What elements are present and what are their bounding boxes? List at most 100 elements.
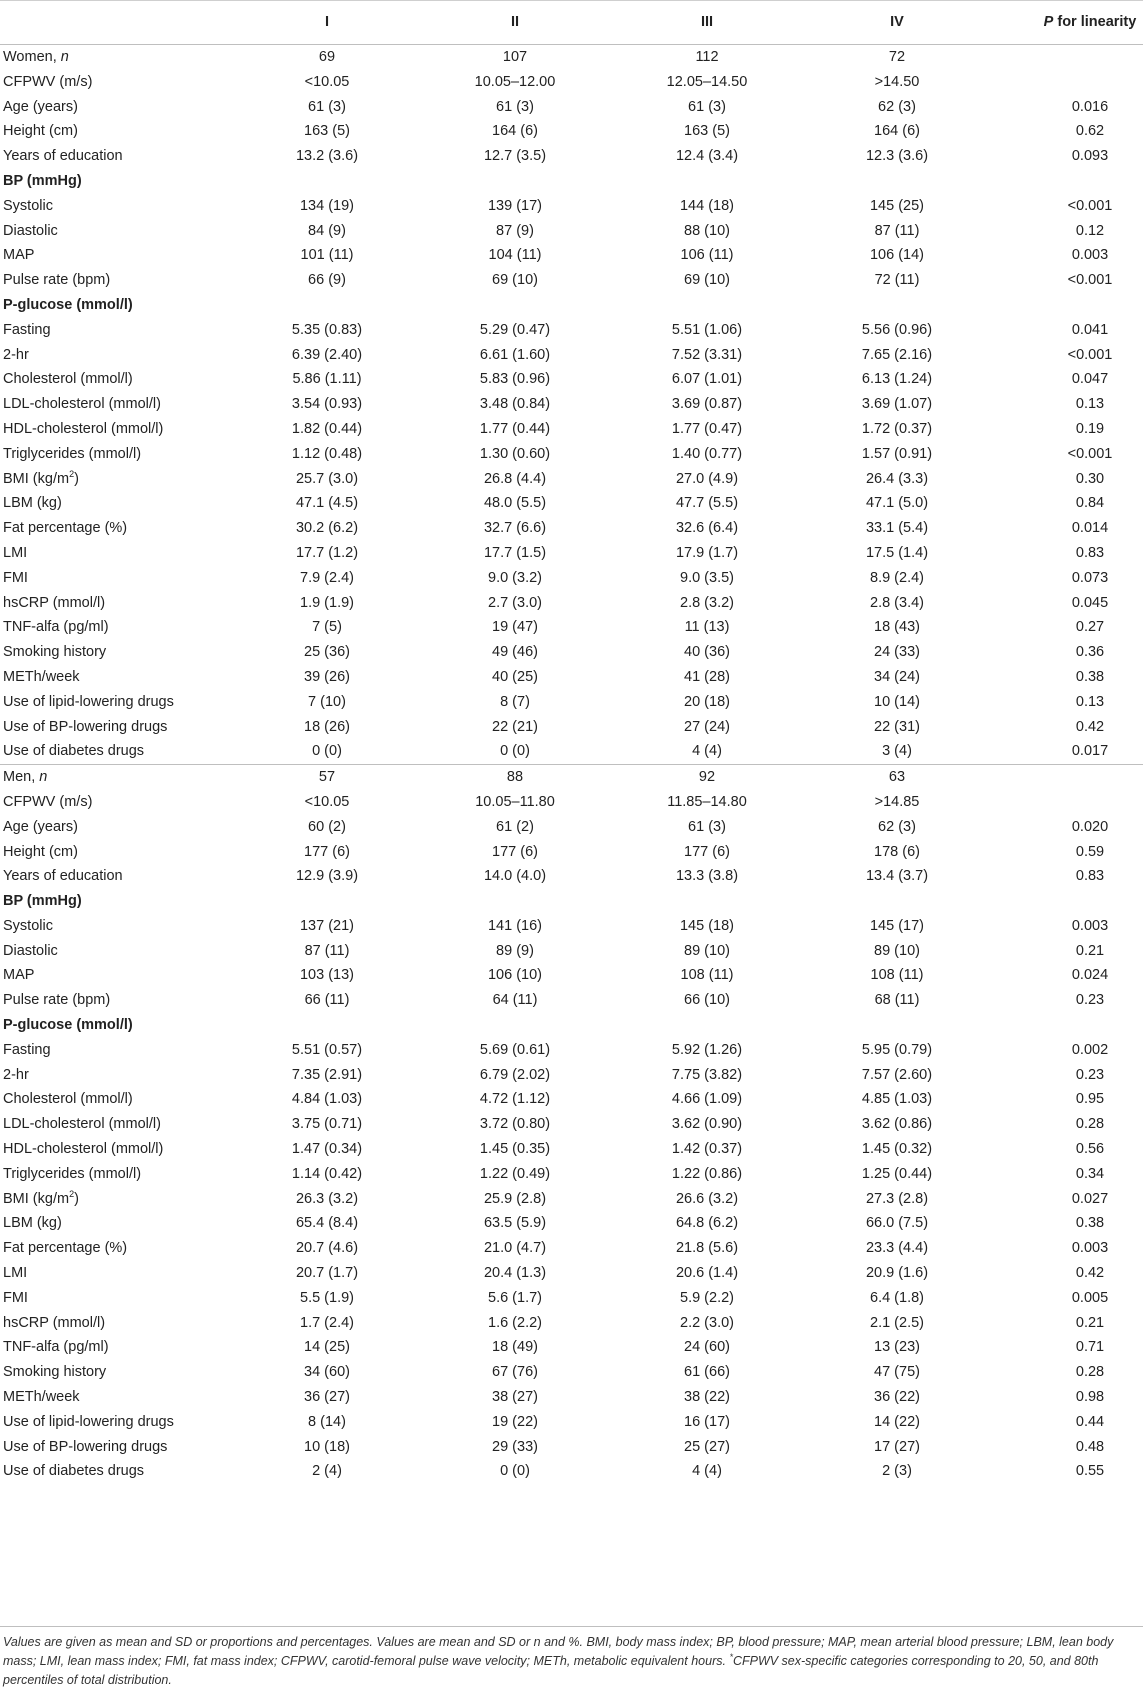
table-row: 2-hr 7.35 (2.91) 6.79 (2.02) 7.75 (3.82) 7.5…	[0, 1063, 1143, 1088]
quartile-3-cell: 12.4 (3.4)	[675, 148, 739, 165]
quartile-1-cell: 101 (11)	[300, 247, 354, 264]
row-label-end: )	[74, 1190, 79, 1207]
quartile-4-cell: 6.4 (1.8)	[870, 1289, 924, 1306]
row-label: Fasting	[3, 318, 51, 343]
footnote-text: Values are given as mean and SD or propo…	[3, 1635, 1114, 1668]
p-value-cell: 0.045	[1071, 594, 1109, 611]
p-value-cell: 0.014	[1071, 520, 1109, 537]
row-label: Fasting	[3, 1038, 51, 1063]
quartile-1-cell: 7.9 (2.4)	[300, 569, 354, 586]
quartile-1-cell: 0 (0)	[312, 743, 342, 760]
quartile-4-cell: 22 (31)	[874, 718, 920, 735]
row-label: MAP	[3, 243, 34, 268]
quartile-3-cell: 5.51 (1.06)	[671, 321, 743, 338]
row-label-superscript: 2	[69, 1188, 75, 1199]
row-label: Men, n	[3, 765, 47, 790]
quartile-2-cell: 89 (9)	[496, 942, 534, 959]
table-row: LMI 17.7 (1.2) 17.7 (1.5) 17.9 (1.7) 17.5 (1…	[0, 541, 1143, 566]
quartile-4-cell: 3 (4)	[882, 743, 912, 760]
quartile-3-cell: 11.85–14.80	[667, 793, 747, 810]
row-label-text: Use of BP-lowering drugs	[3, 1438, 168, 1455]
quartile-4-cell: 3.69 (1.07)	[861, 396, 933, 413]
row-label: hsCRP (mmol/l)	[3, 591, 105, 616]
quartile-3-cell: 26.6 (3.2)	[675, 1190, 739, 1207]
p-value-cell: 0.44	[1075, 1413, 1105, 1430]
quartile-1-cell: 137 (21)	[299, 917, 355, 934]
table-row: hsCRP (mmol/l) 1.7 (2.4) 1.6 (2.2) 2.2 (3.0…	[0, 1311, 1143, 1336]
quartile-2-cell: 10.05–11.80	[475, 793, 555, 810]
quartile-3-cell: 2.8 (3.2)	[680, 594, 734, 611]
quartile-3-cell: 5.92 (1.26)	[671, 1041, 743, 1058]
table-row: LMI 20.7 (1.7) 20.4 (1.3) 20.6 (1.4) 20.9 (1…	[0, 1261, 1143, 1286]
row-label: Diastolic	[3, 939, 58, 964]
p-value-cell: 0.027	[1071, 1190, 1109, 1207]
quartile-4-cell: 20.9 (1.6)	[865, 1265, 929, 1282]
row-label-text: Fasting	[3, 321, 51, 338]
header-col-2: II	[510, 14, 520, 30]
table-row: Triglycerides (mmol/l) 1.14 (0.42) 1.22 (0…	[0, 1162, 1143, 1187]
row-label-text: Men,	[3, 769, 40, 786]
row-label: Use of lipid-lowering drugs	[3, 1410, 174, 1435]
quartile-4-cell: 7.65 (2.16)	[861, 346, 933, 363]
quartile-2-cell: 48.0 (5.5)	[483, 495, 547, 512]
quartile-2-cell: 20.4 (1.3)	[483, 1265, 547, 1282]
p-value-cell: 0.003	[1071, 917, 1109, 934]
p-value-cell: 0.56	[1075, 1141, 1105, 1158]
header-p-suffix: for linearity	[1053, 14, 1137, 30]
table-row: Smoking history 25 (36) 49 (46) 40 (36) 24 (…	[0, 640, 1143, 665]
row-label: Systolic	[3, 914, 53, 939]
p-value-cell: 0.28	[1075, 1116, 1105, 1133]
quartile-1-cell: 5.35 (0.83)	[291, 321, 363, 338]
table-row: HDL-cholesterol (mmol/l) 1.47 (0.34) 1.45 …	[0, 1137, 1143, 1162]
row-label-end: )	[74, 470, 79, 487]
p-value-cell: 0.48	[1075, 1438, 1105, 1455]
table-row: Fasting 5.51 (0.57) 5.69 (0.61) 5.92 (1.26)…	[0, 1038, 1143, 1063]
row-label: Fat percentage (%)	[3, 516, 127, 541]
table-row: Height (cm) 177 (6) 177 (6) 177 (6) 178 (6) 0…	[0, 840, 1143, 865]
quartile-3-cell: 20.6 (1.4)	[675, 1265, 739, 1282]
header-col-3: III	[700, 14, 714, 30]
p-value-cell: 0.84	[1075, 495, 1105, 512]
table-row: Use of BP-lowering drugs 18 (26) 22 (21) 27…	[0, 715, 1143, 740]
p-value-cell: 0.42	[1075, 718, 1105, 735]
p-value-cell: 0.38	[1075, 668, 1105, 685]
quartile-1-cell: 20.7 (1.7)	[295, 1265, 359, 1282]
quartile-4-cell: 106 (14)	[869, 247, 925, 264]
row-label: Smoking history	[3, 640, 106, 665]
p-value-cell: 0.23	[1075, 992, 1105, 1009]
quartile-3-cell: 61 (3)	[688, 98, 726, 115]
row-label-italic: n	[60, 49, 69, 65]
quartile-2-cell: 4.72 (1.12)	[479, 1091, 551, 1108]
quartile-1-cell: 4.84 (1.03)	[291, 1091, 363, 1108]
quartile-3-cell: 4.66 (1.09)	[671, 1091, 743, 1108]
p-value-cell: 0.28	[1075, 1364, 1105, 1381]
row-label: Cholesterol (mmol/l)	[3, 1087, 133, 1112]
row-label: HDL-cholesterol (mmol/l)	[3, 1137, 163, 1162]
quartile-4-cell: 34 (24)	[874, 668, 920, 685]
quartile-1-cell: 10 (18)	[304, 1438, 350, 1455]
quartile-1-cell: 1.14 (0.42)	[291, 1165, 363, 1182]
quartile-1-cell: 30.2 (6.2)	[295, 520, 359, 537]
row-label-text: hsCRP (mmol/l)	[3, 1314, 106, 1331]
p-value-cell: 0.38	[1075, 1215, 1105, 1232]
table-row: Smoking history 34 (60) 67 (76) 61 (66) 47 (…	[0, 1360, 1143, 1385]
quartile-4-cell: 1.72 (0.37)	[861, 420, 933, 437]
p-value-cell: 0.30	[1075, 470, 1105, 487]
quartile-2-cell: 1.22 (0.49)	[479, 1165, 551, 1182]
p-value-cell: 0.42	[1075, 1265, 1105, 1282]
table-row: P-glucose (mmol/l)	[0, 293, 1143, 318]
table-row: TNF-alfa (pg/ml) 14 (25) 18 (49) 24 (60) 13 …	[0, 1335, 1143, 1360]
row-label-text: Smoking history	[3, 1364, 107, 1381]
quartile-3-cell: 25 (27)	[684, 1438, 730, 1455]
row-label: Use of BP-lowering drugs	[3, 1435, 167, 1460]
quartile-1-cell: 47.1 (4.5)	[295, 495, 359, 512]
quartile-4-cell: 108 (11)	[870, 967, 924, 984]
quartile-3-cell: 61 (3)	[688, 818, 726, 835]
p-value-cell: 0.36	[1075, 644, 1105, 661]
p-value-cell: 0.83	[1075, 868, 1105, 885]
row-label: 2-hr	[3, 343, 29, 368]
p-value-cell: 0.024	[1071, 967, 1109, 984]
table-row: METh/week 36 (27) 38 (27) 38 (22) 36 (22) 0.9…	[0, 1385, 1143, 1410]
men-section: Men, n 57 88 92 63 CFPWV (m/s) <10.05 10.05–11.…	[0, 764, 1143, 1484]
row-label-text: LBM (kg)	[3, 495, 62, 512]
